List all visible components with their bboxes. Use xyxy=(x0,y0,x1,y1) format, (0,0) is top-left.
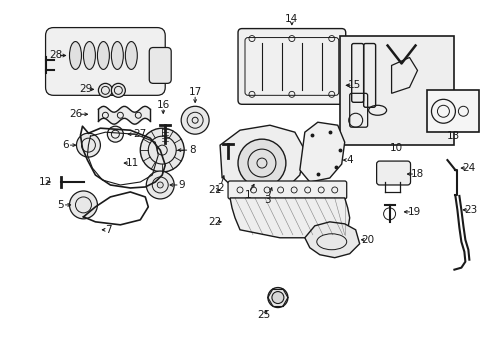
Text: 15: 15 xyxy=(347,80,361,90)
Circle shape xyxy=(181,106,209,134)
Text: 14: 14 xyxy=(285,14,298,24)
Text: 6: 6 xyxy=(62,140,69,150)
Circle shape xyxy=(140,128,184,172)
Text: 12: 12 xyxy=(39,177,52,187)
Circle shape xyxy=(238,139,285,187)
FancyBboxPatch shape xyxy=(376,161,410,185)
Circle shape xyxy=(98,84,112,97)
Text: 19: 19 xyxy=(407,207,420,217)
Text: 11: 11 xyxy=(125,158,139,168)
Circle shape xyxy=(157,182,163,188)
Circle shape xyxy=(69,191,97,219)
Text: 28: 28 xyxy=(49,50,62,60)
Ellipse shape xyxy=(83,41,95,69)
FancyBboxPatch shape xyxy=(149,48,171,84)
Text: 10: 10 xyxy=(389,143,402,153)
Text: 27: 27 xyxy=(133,129,146,139)
FancyBboxPatch shape xyxy=(45,28,165,95)
Polygon shape xyxy=(299,122,344,182)
FancyBboxPatch shape xyxy=(227,181,346,199)
Text: 18: 18 xyxy=(410,169,423,179)
Polygon shape xyxy=(304,222,359,258)
Text: 2: 2 xyxy=(216,183,223,193)
Text: 26: 26 xyxy=(69,109,82,119)
Text: 7: 7 xyxy=(105,225,111,235)
Text: 1: 1 xyxy=(244,190,251,200)
Text: 17: 17 xyxy=(188,87,202,97)
Text: 8: 8 xyxy=(188,145,195,155)
Text: 22: 22 xyxy=(208,217,221,227)
Bar xyxy=(427,90,478,132)
Text: 3: 3 xyxy=(264,195,271,205)
Circle shape xyxy=(76,133,100,157)
Text: 16: 16 xyxy=(156,100,169,110)
Text: 20: 20 xyxy=(360,235,373,245)
Text: 5: 5 xyxy=(57,200,64,210)
Text: 21: 21 xyxy=(208,185,221,195)
Polygon shape xyxy=(220,125,304,197)
Text: 9: 9 xyxy=(179,180,185,190)
Circle shape xyxy=(267,288,287,307)
Ellipse shape xyxy=(125,41,137,69)
Ellipse shape xyxy=(111,41,123,69)
Text: 29: 29 xyxy=(79,84,92,94)
Text: 23: 23 xyxy=(464,205,477,215)
Circle shape xyxy=(192,117,198,123)
Circle shape xyxy=(271,292,284,303)
Polygon shape xyxy=(229,198,349,238)
Text: 25: 25 xyxy=(257,310,270,320)
Circle shape xyxy=(111,84,125,97)
Circle shape xyxy=(146,171,174,199)
Text: 13: 13 xyxy=(446,131,459,141)
FancyBboxPatch shape xyxy=(238,28,345,104)
Text: 24: 24 xyxy=(462,163,475,173)
Circle shape xyxy=(107,126,123,142)
Bar xyxy=(339,36,453,145)
Text: 4: 4 xyxy=(346,155,352,165)
Ellipse shape xyxy=(69,41,81,69)
Ellipse shape xyxy=(97,41,109,69)
